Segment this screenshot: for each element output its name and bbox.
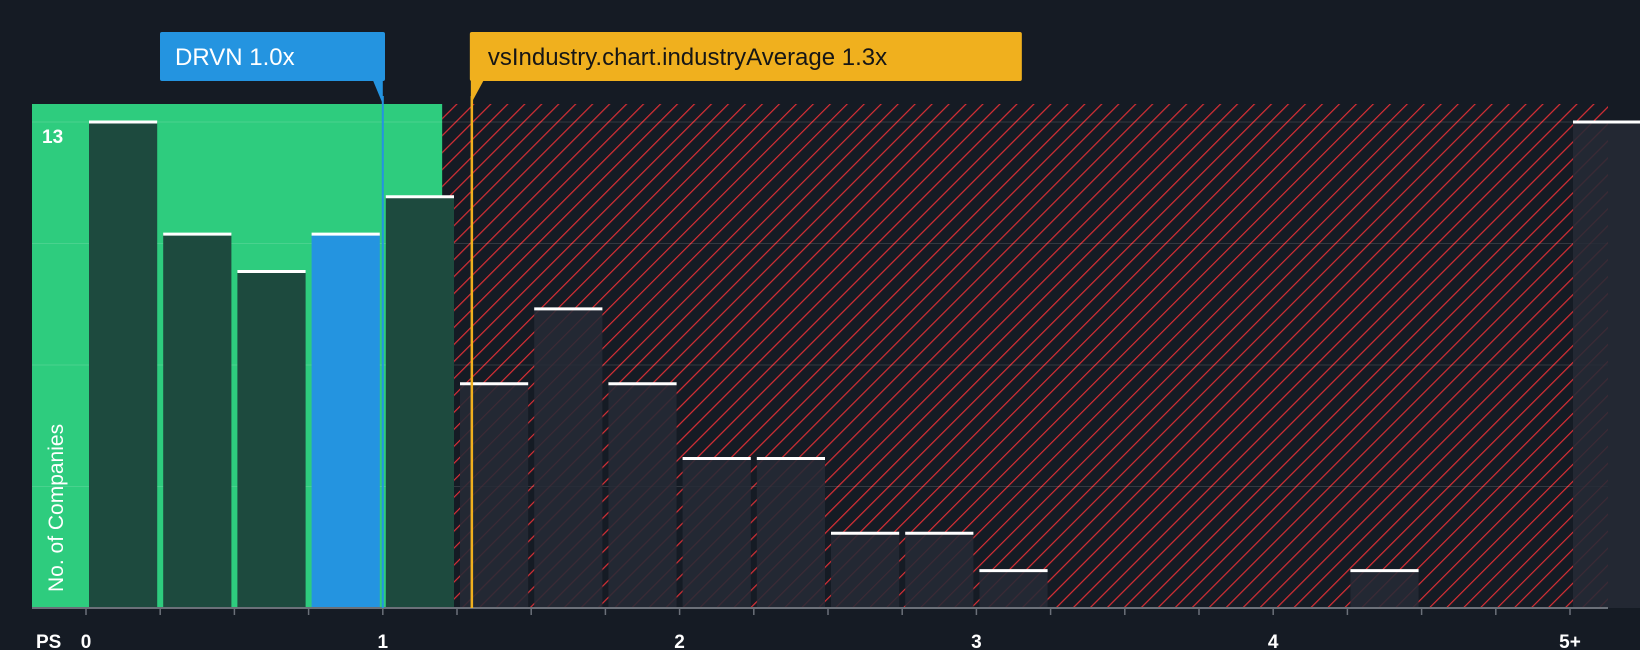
histogram-bar	[608, 383, 677, 608]
histogram-bar	[237, 271, 306, 608]
histogram-bar	[534, 308, 603, 608]
company-callout-pointer	[372, 80, 383, 104]
histogram-bar	[89, 122, 158, 608]
x-tick-label: 5+	[1559, 632, 1581, 650]
histogram-bar	[1350, 570, 1419, 608]
bars	[89, 120, 1640, 608]
x-axis-label: PS	[36, 632, 61, 650]
x-ticks: 0 1 2 3 4 5+	[81, 608, 1581, 650]
y-axis-label: No. of Companies	[45, 424, 68, 592]
y-max-label: 13	[42, 127, 63, 148]
company-callout	[160, 32, 385, 81]
histogram-bar	[1573, 122, 1640, 608]
x-tick-label: 4	[1268, 632, 1279, 650]
histogram-bar	[385, 196, 454, 608]
histogram-bar	[460, 383, 529, 608]
x-tick-label: 3	[971, 632, 982, 650]
industry-average-label: vsIndustry.chart.industryAverage 1.3x	[488, 44, 887, 71]
x-tick-label: 1	[378, 632, 389, 650]
industry-average-callout	[469, 32, 1022, 81]
histogram-bar	[756, 458, 825, 608]
histogram-bar	[979, 570, 1048, 608]
industry-average-marker: vsIndustry.chart.industryAverage 1.3x	[469, 32, 1022, 608]
x-tick-label: 2	[674, 632, 685, 650]
x-tick-label: 0	[81, 632, 92, 650]
histogram-bar	[831, 533, 900, 608]
histogram-bar	[311, 234, 380, 608]
company-callout-label: DRVN 1.0x	[175, 44, 295, 71]
industry-average-callout-pointer	[470, 80, 484, 104]
histogram-bar	[682, 458, 751, 608]
histogram-bar	[905, 533, 974, 608]
company-marker: DRVN 1.0x	[160, 32, 385, 608]
histogram-bar	[163, 234, 232, 608]
